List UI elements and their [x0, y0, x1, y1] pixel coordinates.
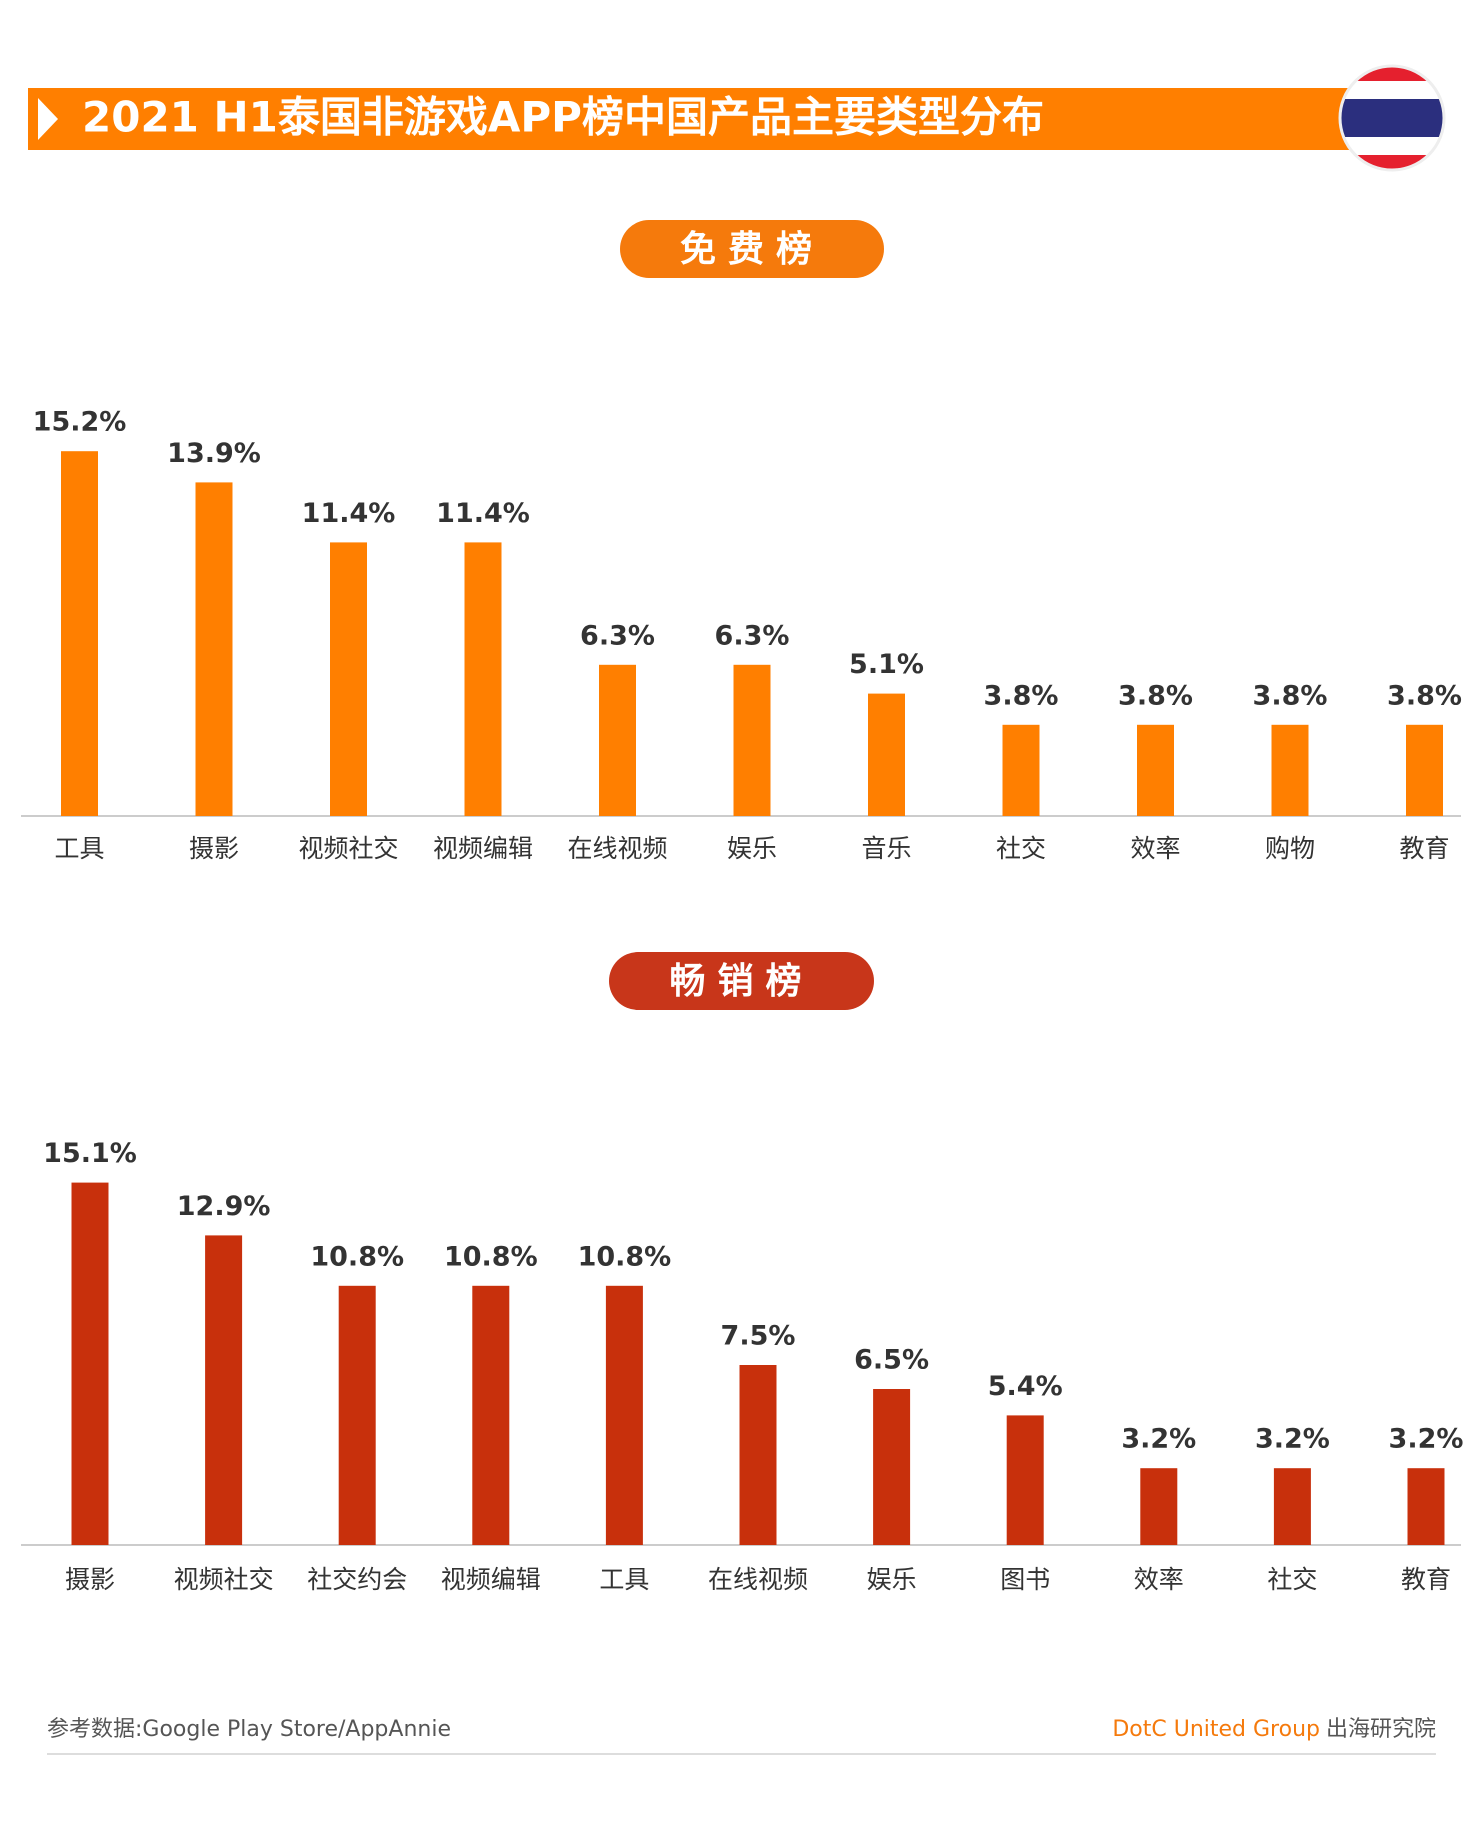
x-tick-label: 工具 — [599, 1565, 649, 1594]
page-title: 2021 H1泰国非游戏APP榜中国产品主要类型分布 — [82, 93, 1044, 142]
bar — [868, 693, 905, 816]
value-label: 6.3% — [715, 620, 790, 651]
section-pill — [620, 220, 884, 278]
bar — [1407, 1468, 1445, 1545]
x-tick-label: 视频编辑 — [433, 834, 533, 863]
x-tick-label: 效率 — [1134, 1565, 1184, 1594]
value-label: 3.8% — [1118, 680, 1193, 711]
bar — [739, 1365, 777, 1545]
bar — [1137, 724, 1174, 816]
header-arrow — [38, 98, 58, 140]
brand-name: DotC United Group — [1112, 1717, 1320, 1742]
bar — [873, 1389, 911, 1545]
bar — [1140, 1468, 1178, 1545]
brand-suffix: 出海研究院 — [1326, 1717, 1436, 1742]
value-label: 10.8% — [310, 1241, 404, 1272]
value-label: 3.8% — [1387, 680, 1462, 711]
x-tick-label: 视频编辑 — [441, 1565, 541, 1594]
x-tick-label: 社交 — [996, 834, 1046, 863]
value-label: 15.2% — [33, 407, 127, 438]
bar — [205, 1235, 243, 1545]
brand: DotC United Group 出海研究院 — [1112, 1717, 1436, 1742]
value-label: 3.8% — [984, 680, 1059, 711]
bar — [733, 664, 771, 816]
x-tick-label: 教育 — [1401, 1565, 1451, 1594]
x-tick-label: 娱乐 — [727, 834, 777, 863]
bar — [61, 451, 98, 816]
value-label: 10.8% — [578, 1241, 672, 1272]
value-label: 3.8% — [1253, 680, 1328, 711]
x-tick-label: 音乐 — [861, 834, 911, 863]
bar — [195, 482, 233, 816]
source-note: 参考数据:Google Play Store/AppAnnie — [47, 1717, 451, 1742]
x-tick-label: 社交约会 — [307, 1565, 407, 1594]
x-tick-label: 视频社交 — [174, 1565, 274, 1594]
value-label: 11.4% — [302, 498, 396, 529]
bar — [599, 664, 636, 816]
value-label: 11.4% — [436, 498, 530, 529]
value-label: 13.9% — [167, 438, 261, 469]
x-tick-label: 在线视频 — [708, 1565, 808, 1594]
charts: 免费榜 15.2% 工具 13.9% 摄影 11.4% 视频社交 11.4% 视频编辑 6.3% 在… — [21, 220, 1463, 1594]
bar — [1002, 724, 1040, 816]
bar — [1273, 1468, 1311, 1545]
value-label: 5.4% — [988, 1371, 1063, 1402]
value-label: 6.5% — [854, 1345, 929, 1376]
value-label: 3.2% — [1121, 1424, 1196, 1455]
bar — [1006, 1415, 1044, 1545]
section-pill — [609, 952, 874, 1010]
bar — [1271, 724, 1309, 816]
bar — [71, 1182, 109, 1545]
x-tick-label: 社交 — [1267, 1565, 1317, 1594]
x-tick-label: 购物 — [1265, 834, 1315, 863]
chart-title: 免费榜 — [680, 229, 824, 270]
bar — [1406, 724, 1443, 816]
x-tick-label: 娱乐 — [867, 1565, 917, 1594]
value-label: 15.1% — [43, 1138, 137, 1169]
chart-title: 畅销榜 — [669, 961, 813, 1002]
x-tick-label: 摄影 — [65, 1565, 115, 1594]
value-label: 5.1% — [849, 649, 924, 680]
bar — [472, 1285, 510, 1545]
x-tick-label: 工具 — [54, 834, 104, 863]
bar — [464, 542, 502, 816]
value-label: 10.8% — [444, 1241, 538, 1272]
value-label: 7.5% — [721, 1321, 796, 1352]
bar — [330, 542, 367, 816]
x-tick-label: 教育 — [1399, 834, 1449, 863]
bar — [605, 1285, 643, 1545]
x-tick-label: 图书 — [1000, 1565, 1050, 1594]
x-tick-label: 在线视频 — [567, 834, 667, 863]
flag — [1338, 64, 1446, 172]
value-label: 12.9% — [177, 1191, 271, 1222]
value-label: 3.2% — [1255, 1424, 1330, 1455]
x-tick-label: 摄影 — [189, 834, 239, 863]
x-tick-label: 视频社交 — [298, 834, 398, 863]
header-bar — [28, 88, 1358, 150]
value-label: 6.3% — [580, 620, 655, 651]
value-label: 3.2% — [1389, 1424, 1464, 1455]
x-tick-label: 效率 — [1130, 834, 1180, 863]
bar — [338, 1285, 376, 1545]
